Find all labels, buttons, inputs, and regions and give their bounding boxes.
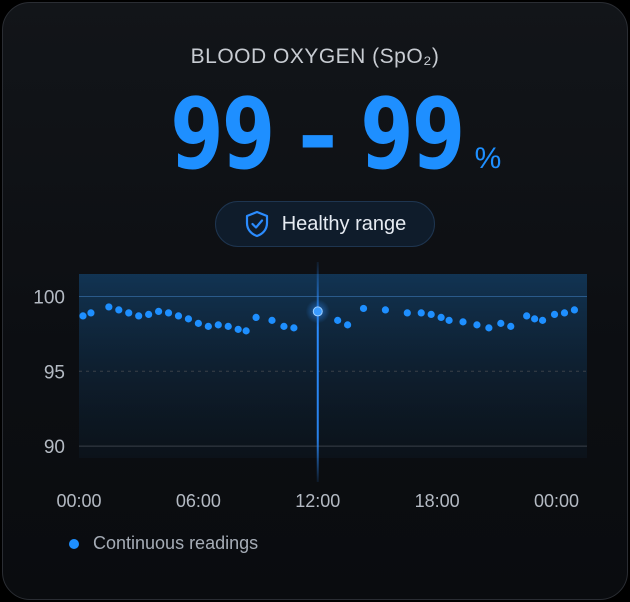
data-point[interactable] xyxy=(145,310,153,318)
x-tick-label: 00:00 xyxy=(56,491,101,511)
data-point[interactable] xyxy=(242,327,250,335)
spo2-chart[interactable]: 100 95 90 00:00 06:00 12:00 18:00 00:00 xyxy=(3,258,628,558)
y-tick-label: 95 xyxy=(44,362,65,383)
data-point[interactable] xyxy=(473,321,481,329)
data-point[interactable] xyxy=(204,322,212,330)
data-point[interactable] xyxy=(427,310,435,318)
data-point[interactable] xyxy=(334,316,342,324)
spo2-unit: % xyxy=(474,142,502,175)
data-point[interactable] xyxy=(344,321,352,329)
spo2-range-value: 99 – 99 xyxy=(170,78,465,192)
data-point[interactable] xyxy=(224,322,232,330)
data-point[interactable] xyxy=(184,315,193,323)
data-point[interactable] xyxy=(268,316,276,324)
chart-band xyxy=(79,274,587,458)
card-title: BLOOD OXYGEN (SpO₂) xyxy=(190,45,440,68)
data-point[interactable] xyxy=(105,303,113,311)
data-point[interactable] xyxy=(531,315,539,323)
status-badge[interactable]: Healthy range xyxy=(215,201,435,247)
spo2-value-range: 99 – 99% xyxy=(3,85,627,185)
data-point[interactable] xyxy=(290,324,298,332)
data-point[interactable] xyxy=(497,319,505,327)
data-point[interactable] xyxy=(403,309,411,317)
data-point[interactable] xyxy=(135,312,143,320)
data-point[interactable] xyxy=(164,309,173,317)
data-point[interactable] xyxy=(437,313,445,321)
data-point[interactable] xyxy=(125,309,133,317)
data-point[interactable] xyxy=(214,321,222,329)
chart-legend: Continuous readings xyxy=(69,533,258,554)
data-point[interactable] xyxy=(234,325,242,333)
data-point[interactable] xyxy=(252,313,260,321)
y-tick-label: 100 xyxy=(33,287,65,308)
data-point[interactable] xyxy=(359,304,368,313)
y-tick-label: 90 xyxy=(44,437,65,458)
data-point[interactable] xyxy=(154,307,163,316)
data-point[interactable] xyxy=(381,306,390,314)
data-point[interactable] xyxy=(194,319,202,327)
data-point[interactable] xyxy=(115,306,123,314)
selection-cursor[interactable] xyxy=(316,262,319,482)
data-point[interactable] xyxy=(550,310,559,318)
data-point[interactable] xyxy=(87,309,95,317)
data-point[interactable] xyxy=(79,312,87,320)
data-point[interactable] xyxy=(417,309,425,317)
data-point[interactable] xyxy=(560,309,569,317)
x-tick-label: 00:00 xyxy=(534,491,579,511)
selected-data-point[interactable] xyxy=(312,306,323,317)
data-point[interactable] xyxy=(523,312,531,320)
data-point[interactable] xyxy=(507,322,515,330)
x-tick-label: 18:00 xyxy=(415,491,460,511)
data-point[interactable] xyxy=(485,324,493,332)
data-point[interactable] xyxy=(280,322,288,330)
legend-label: Continuous readings xyxy=(93,533,259,553)
x-tick-label: 06:00 xyxy=(176,491,221,511)
x-tick-label: 12:00 xyxy=(295,491,340,511)
status-label: Healthy range xyxy=(281,212,407,235)
legend-dot xyxy=(69,538,79,549)
data-point[interactable] xyxy=(459,318,467,326)
data-point[interactable] xyxy=(445,316,453,324)
data-point[interactable] xyxy=(538,316,547,324)
data-point[interactable] xyxy=(570,306,579,314)
data-point[interactable] xyxy=(174,312,183,320)
shield-check-icon xyxy=(245,210,268,238)
